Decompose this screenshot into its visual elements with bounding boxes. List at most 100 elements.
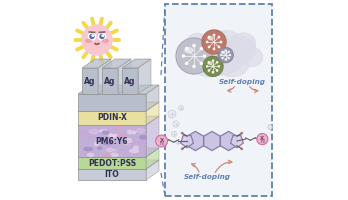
Polygon shape (146, 116, 159, 157)
Circle shape (218, 66, 219, 67)
Circle shape (208, 70, 209, 71)
Polygon shape (82, 59, 111, 68)
Circle shape (241, 148, 243, 150)
Ellipse shape (223, 36, 255, 62)
Circle shape (82, 25, 112, 55)
Ellipse shape (107, 149, 117, 151)
Ellipse shape (125, 138, 132, 143)
Polygon shape (146, 148, 159, 169)
Text: Ag: Ag (84, 76, 96, 86)
Ellipse shape (132, 131, 136, 134)
Text: PEDOT:PSS: PEDOT:PSS (88, 158, 136, 168)
Circle shape (176, 38, 212, 74)
Ellipse shape (134, 146, 139, 149)
Circle shape (172, 131, 176, 137)
Text: N: N (260, 139, 264, 144)
Polygon shape (102, 59, 131, 68)
Polygon shape (122, 59, 151, 68)
Polygon shape (118, 59, 131, 94)
Text: PM6:Y6: PM6:Y6 (96, 136, 128, 146)
Text: PDIN-X: PDIN-X (97, 114, 127, 122)
Ellipse shape (87, 134, 92, 139)
Text: X: X (260, 136, 264, 141)
Polygon shape (98, 59, 111, 94)
FancyArrowPatch shape (192, 164, 199, 172)
Circle shape (156, 135, 168, 147)
Polygon shape (204, 131, 220, 151)
Ellipse shape (110, 133, 117, 137)
Circle shape (268, 125, 273, 129)
Circle shape (185, 62, 188, 64)
Ellipse shape (128, 142, 136, 144)
Ellipse shape (222, 52, 225, 54)
Ellipse shape (231, 33, 255, 53)
Ellipse shape (208, 36, 213, 40)
Circle shape (228, 51, 229, 52)
Ellipse shape (98, 147, 102, 149)
Ellipse shape (118, 134, 128, 136)
Ellipse shape (130, 149, 139, 153)
FancyArrowPatch shape (228, 87, 235, 92)
Circle shape (203, 56, 223, 76)
Circle shape (213, 34, 215, 36)
Ellipse shape (124, 142, 131, 145)
Circle shape (218, 36, 220, 38)
Ellipse shape (89, 129, 98, 134)
Ellipse shape (116, 126, 121, 129)
Polygon shape (231, 136, 243, 148)
Polygon shape (165, 4, 272, 196)
Text: N: N (160, 141, 164, 146)
Ellipse shape (136, 129, 144, 133)
Polygon shape (102, 68, 118, 94)
Ellipse shape (188, 37, 215, 61)
Text: ITO: ITO (105, 170, 119, 179)
Polygon shape (220, 131, 237, 151)
Circle shape (212, 72, 214, 73)
Polygon shape (146, 102, 159, 125)
Circle shape (100, 34, 104, 38)
Circle shape (220, 41, 222, 43)
Polygon shape (78, 94, 146, 111)
Circle shape (179, 106, 183, 110)
Circle shape (193, 65, 195, 68)
Circle shape (202, 30, 226, 54)
Text: Ag: Ag (124, 76, 136, 86)
Circle shape (90, 34, 94, 38)
Polygon shape (78, 125, 146, 157)
Polygon shape (78, 148, 159, 157)
Text: Self-doping: Self-doping (219, 79, 266, 85)
Circle shape (225, 59, 226, 60)
Circle shape (173, 121, 179, 127)
Ellipse shape (140, 135, 146, 139)
Circle shape (222, 51, 223, 52)
Circle shape (176, 140, 180, 144)
Polygon shape (187, 131, 204, 151)
Circle shape (88, 33, 96, 40)
Polygon shape (122, 68, 138, 94)
Polygon shape (78, 116, 159, 125)
Circle shape (203, 55, 206, 57)
Circle shape (182, 148, 183, 150)
Ellipse shape (107, 148, 113, 151)
Polygon shape (146, 160, 159, 180)
Ellipse shape (127, 130, 132, 134)
Circle shape (216, 70, 218, 71)
Text: Ag: Ag (104, 76, 116, 86)
Ellipse shape (216, 53, 248, 77)
Ellipse shape (86, 39, 92, 42)
Ellipse shape (187, 33, 208, 53)
Ellipse shape (103, 142, 112, 144)
Ellipse shape (80, 131, 90, 134)
Circle shape (182, 132, 183, 134)
Circle shape (218, 47, 233, 63)
Circle shape (213, 48, 215, 50)
Ellipse shape (197, 39, 245, 75)
Circle shape (98, 33, 105, 40)
Ellipse shape (110, 153, 118, 156)
Circle shape (208, 36, 210, 38)
FancyArrowPatch shape (250, 87, 258, 93)
Ellipse shape (208, 62, 212, 65)
Ellipse shape (201, 31, 228, 51)
Polygon shape (78, 157, 146, 169)
Circle shape (193, 44, 195, 47)
